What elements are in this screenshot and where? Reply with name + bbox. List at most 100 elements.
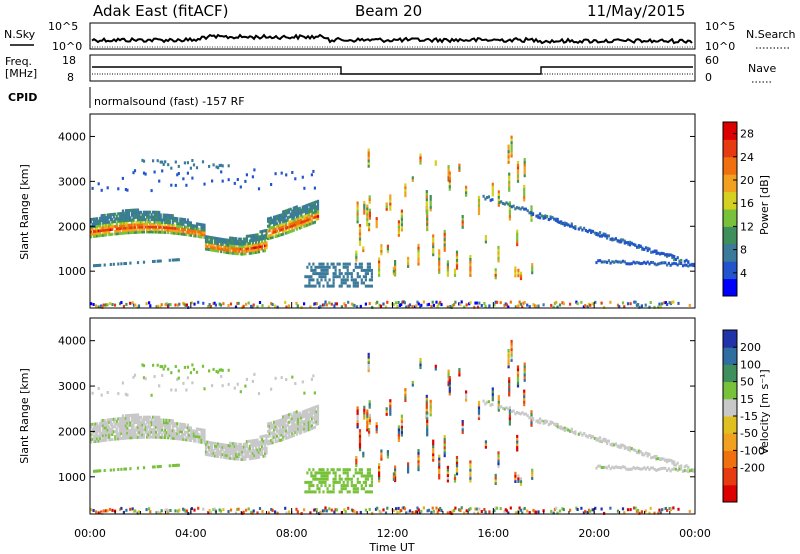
range-cell (144, 428, 147, 432)
range-cell (103, 226, 106, 230)
range-cell (236, 447, 239, 451)
range-cell (517, 274, 520, 278)
range-cell (283, 212, 286, 216)
range-cell (129, 216, 132, 220)
range-cell (346, 272, 349, 276)
range-cell (176, 429, 179, 433)
range-cell (356, 411, 359, 415)
range-cell (517, 268, 520, 272)
range-cell (425, 192, 428, 196)
range-cell (322, 272, 325, 276)
range-cell (136, 215, 140, 219)
range-cell (516, 229, 519, 233)
range-cell (477, 406, 481, 410)
range-cell (221, 384, 224, 388)
range-cell (198, 440, 202, 444)
range-cell (497, 256, 500, 260)
range-cell (202, 301, 205, 305)
range-cell (523, 397, 526, 401)
range-cell (121, 421, 124, 425)
range-cell (165, 228, 168, 232)
range-cell (103, 418, 106, 422)
range-cell (115, 435, 118, 438)
range-cell (320, 471, 323, 475)
range-cell (348, 477, 351, 481)
range-cell (103, 228, 106, 232)
range-cell (173, 224, 176, 228)
range-cell (344, 304, 347, 308)
range-cell (276, 234, 279, 238)
range-cell (292, 218, 295, 222)
range-cell (102, 439, 105, 442)
range-cell (469, 263, 472, 267)
range-cell (438, 252, 441, 255)
range-cell (314, 268, 317, 272)
range-cell (316, 404, 320, 408)
range-cell (132, 223, 135, 227)
range-cell (238, 242, 241, 246)
range-cell (185, 388, 188, 392)
range-cell (671, 467, 674, 471)
range-cell (271, 426, 274, 430)
range-cell (124, 467, 127, 471)
range-cell (655, 455, 658, 458)
range-cell (362, 275, 365, 279)
range-cell (310, 221, 313, 225)
range-cell (309, 305, 312, 309)
range-cell (300, 421, 303, 425)
range-cell (224, 245, 227, 249)
range-cell (318, 284, 321, 288)
range-cell (356, 480, 359, 484)
colorbar-tick-label: -100 (740, 444, 765, 457)
range-cell (367, 153, 370, 157)
range-cell (295, 301, 298, 305)
range-cell (285, 436, 288, 440)
range-cell (551, 215, 554, 219)
range-cell (117, 187, 120, 191)
range-cell (316, 422, 320, 426)
range-cell (263, 246, 267, 250)
range-cell (183, 425, 186, 429)
range-cell (285, 224, 288, 228)
range-cell (288, 228, 291, 231)
range-cell (120, 467, 123, 471)
range-cell (257, 443, 261, 447)
range-cell (146, 418, 149, 422)
range-cell (201, 160, 205, 164)
range-cell (178, 508, 181, 512)
range-cell (156, 223, 159, 227)
range-cell (507, 160, 510, 164)
range-cell (322, 268, 325, 272)
range-cell (239, 390, 242, 394)
range-cell (342, 275, 345, 279)
range-cell (108, 215, 111, 219)
range-cell (96, 434, 99, 438)
range-cell (97, 424, 100, 428)
range-cell (120, 429, 123, 433)
range-cell (282, 215, 285, 219)
range-cell (364, 275, 367, 279)
range-cell (289, 425, 292, 429)
range-cell (643, 466, 646, 470)
range-cell (523, 373, 526, 377)
range-cell (136, 430, 140, 434)
range-cell (247, 301, 250, 305)
range-cell (93, 217, 96, 221)
range-cell (298, 411, 301, 415)
range-cell (519, 274, 523, 278)
range-cell (120, 217, 123, 220)
range-cell (497, 456, 500, 460)
range-cell (531, 268, 534, 272)
range-cell (109, 420, 112, 424)
range-cell (100, 226, 103, 230)
range-cell (374, 507, 378, 511)
range-cell (115, 427, 118, 431)
range-cell (378, 303, 381, 307)
range-cell (165, 221, 168, 225)
range-cell (279, 221, 282, 225)
range-cell (651, 250, 655, 254)
range-cell (126, 434, 129, 437)
range-cell (168, 421, 171, 425)
range-cell (314, 477, 317, 481)
